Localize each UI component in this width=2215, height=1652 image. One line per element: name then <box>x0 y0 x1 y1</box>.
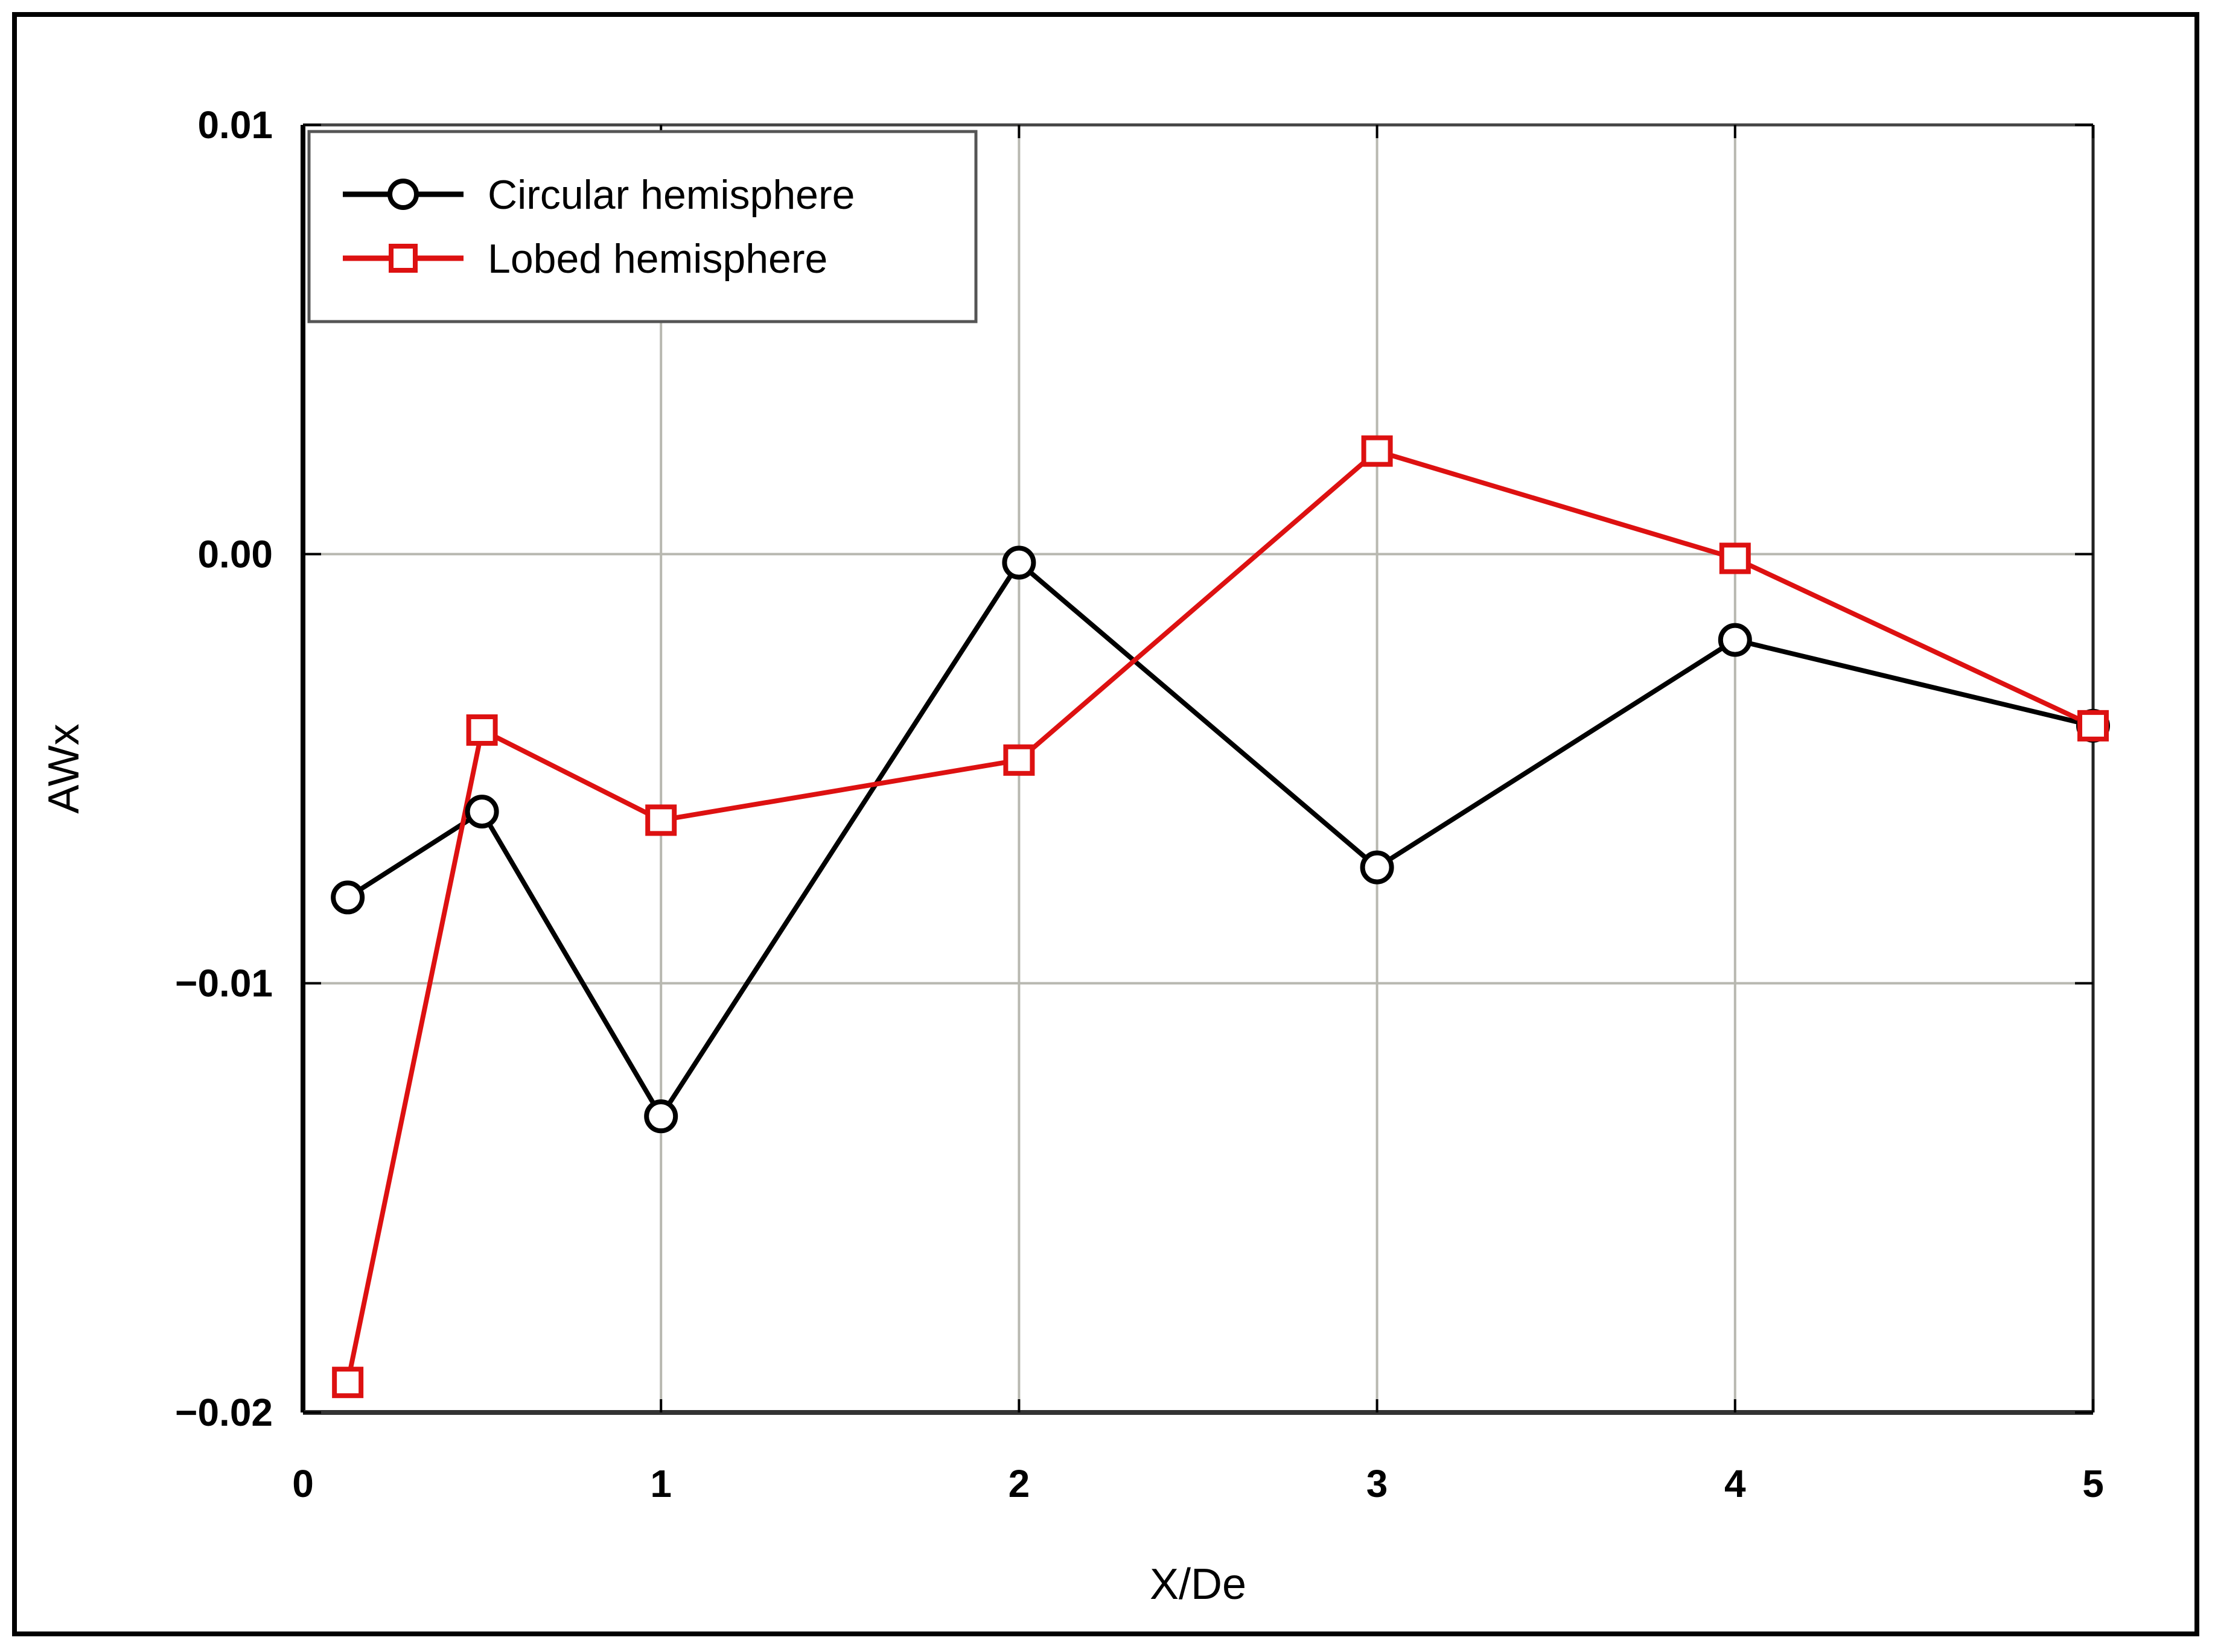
square-marker-icon <box>332 1367 364 1399</box>
legend: Circular hemisphere Lobed hemisphere <box>307 130 978 323</box>
square-marker-icon <box>466 714 498 746</box>
circle-marker-icon <box>1360 850 1394 885</box>
x-tick-label: 4 <box>1724 1462 1746 1505</box>
series-line-circular <box>346 559 2094 1121</box>
axes <box>301 123 2095 1415</box>
x-tick-label: 5 <box>2082 1462 2104 1505</box>
circle-marker-icon <box>465 795 499 829</box>
x-axis-title: X/De <box>1150 1560 1246 1609</box>
square-marker-icon <box>389 244 418 273</box>
circle-marker-icon <box>1718 623 1752 657</box>
circle-marker-icon <box>1002 545 1036 580</box>
x-tick-label: 2 <box>1009 1462 1030 1505</box>
square-marker-icon <box>1361 435 1393 467</box>
square-marker-icon <box>1719 542 1751 574</box>
y-axis-title: AWx <box>40 723 88 813</box>
x-tick-label: 0 <box>292 1462 314 1505</box>
circle-marker-icon <box>644 1099 678 1134</box>
y-tick-label: −0.02 <box>175 1391 273 1434</box>
tick-labels: 0 1 2 3 4 5 0.01 0.00 −0.01 −0.02 <box>175 103 2104 1505</box>
legend-box <box>307 130 978 323</box>
legend-label-lobed: Lobed hemisphere <box>488 236 827 282</box>
x-tick-label: 1 <box>650 1462 672 1505</box>
series-line-lobed <box>345 448 2094 1384</box>
square-marker-icon <box>1003 744 1035 776</box>
grid-lines <box>303 125 2093 1412</box>
legend-label-circular: Circular hemisphere <box>488 172 855 218</box>
x-tick-label: 3 <box>1366 1462 1388 1505</box>
data-series <box>331 435 2110 1399</box>
y-tick-label: 0.00 <box>197 532 273 576</box>
square-marker-icon <box>2077 710 2109 742</box>
circle-marker-icon <box>331 880 365 915</box>
y-tick-label: 0.01 <box>197 103 273 147</box>
square-marker-icon <box>645 804 677 836</box>
figure-frame <box>12 12 2199 1636</box>
circle-marker-icon <box>387 179 419 210</box>
y-tick-label: −0.01 <box>175 962 273 1005</box>
